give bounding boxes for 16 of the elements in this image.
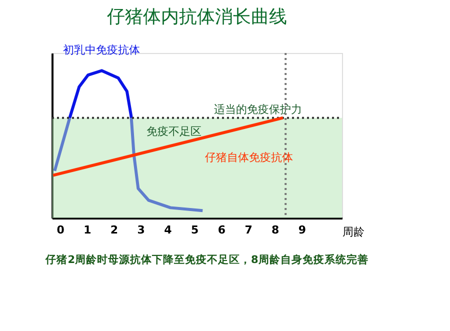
series-label: 初乳中免疫抗体: [63, 44, 140, 57]
x-tick-label: 5: [190, 224, 199, 236]
series-label: 仔猪自体免疫抗体: [204, 150, 293, 164]
x-tick-label: 2: [110, 224, 118, 236]
x-tick-label: 0: [56, 224, 65, 236]
band-label: 免疫不足区: [146, 124, 202, 138]
x-tick-label: 4: [164, 224, 172, 236]
x-axis-title: 周龄: [342, 226, 364, 238]
x-tick-label: 8: [272, 224, 280, 236]
chart-title: 仔猪体内抗体消长曲线: [107, 6, 287, 28]
x-tick-label: 1: [84, 224, 92, 236]
x-tick-label: 3: [137, 224, 145, 236]
x-tick-label: 6: [218, 224, 226, 236]
x-tick-label: 7: [244, 224, 252, 236]
x-tick-label: 9: [298, 224, 306, 236]
text: 仔猪2周龄时母源抗体下降至免疫不足区，8周龄自身免疫系统完善: [44, 253, 368, 266]
